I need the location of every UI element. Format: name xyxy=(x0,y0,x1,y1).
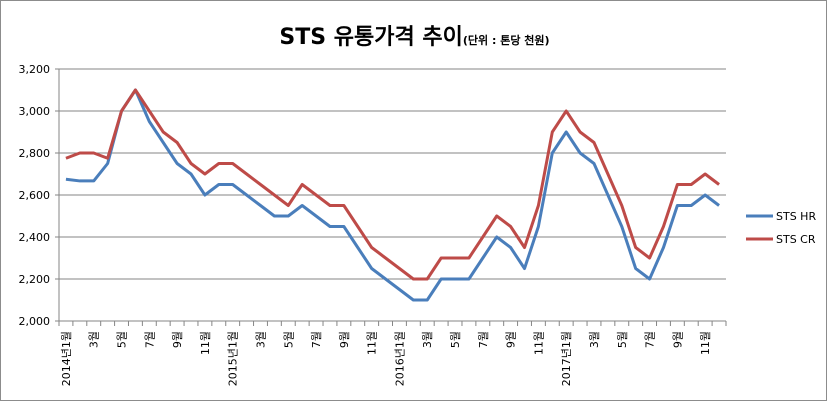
series-line-sts-cr xyxy=(65,88,720,281)
y-tick-label: 2,400 xyxy=(19,231,51,244)
x-tick-label: 5월 xyxy=(282,331,295,348)
x-tick-label: 11월 xyxy=(366,331,379,355)
x-tick-label: 9월 xyxy=(505,331,518,348)
x-tick-label: 7월 xyxy=(477,331,490,348)
x-tick-label: 11월 xyxy=(699,331,712,355)
chart-unit-label: (단위 : 톤당 천원) xyxy=(462,34,550,47)
x-tick-label: 3월 xyxy=(254,331,267,348)
x-tick-label: 5월 xyxy=(616,331,629,348)
y-tick-label: 3,200 xyxy=(19,63,51,76)
x-tick-label: 3월 xyxy=(421,331,434,348)
x-tick-label: 5월 xyxy=(116,331,129,348)
y-tick-label: 2,600 xyxy=(19,189,51,202)
x-tick-label: 3월 xyxy=(88,331,101,348)
x-tick-label: 2017년1월 xyxy=(560,331,573,386)
y-tick-label: 2,000 xyxy=(19,315,51,328)
x-tick-label: 7월 xyxy=(644,331,657,348)
x-tick-label: 5월 xyxy=(449,331,462,348)
x-tick-label: 3월 xyxy=(588,331,601,348)
x-tick-label: 9월 xyxy=(338,331,351,348)
x-tick-label: 2014년1월 xyxy=(60,331,73,386)
legend-label: STS HR xyxy=(776,210,816,223)
chart-title: STS 유통가격 추이(단위 : 톤당 천원) xyxy=(1,19,826,51)
x-tick-label: 7월 xyxy=(143,331,156,348)
series-line-sts-hr xyxy=(65,88,720,302)
x-tick-label: 11월 xyxy=(199,331,212,355)
x-tick-label: 2016년1월 xyxy=(393,331,406,386)
x-tick-label: 9월 xyxy=(171,331,184,348)
y-tick-label: 3,000 xyxy=(19,105,51,118)
x-tick-label: 11월 xyxy=(532,331,545,355)
chart-title-text: STS 유통가격 추이 xyxy=(279,25,463,50)
x-tick-label: 2015년1월 xyxy=(227,331,240,386)
x-tick-label: 9월 xyxy=(671,331,684,348)
y-tick-label: 2,200 xyxy=(19,273,51,286)
legend-label: STS CR xyxy=(776,233,816,246)
x-tick-label: 7월 xyxy=(310,331,323,348)
y-tick-label: 2,800 xyxy=(19,147,51,160)
